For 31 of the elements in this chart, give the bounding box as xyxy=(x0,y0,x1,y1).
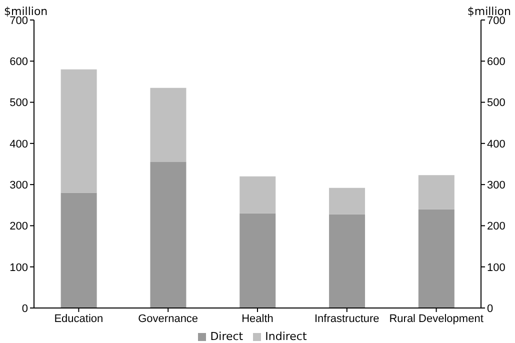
x-tick-label: Education xyxy=(54,312,104,325)
bar xyxy=(329,214,366,308)
bar xyxy=(240,213,276,308)
y-tick-label: 0 xyxy=(22,302,28,315)
legend-label: Indirect xyxy=(265,330,307,343)
bar xyxy=(418,175,454,210)
x-tick-label: Health xyxy=(242,312,274,325)
y-tick-label: 600 xyxy=(10,56,28,68)
x-tick-label: Governance xyxy=(138,312,198,325)
bar xyxy=(60,69,97,193)
y2-tick-label: 0 xyxy=(487,302,494,315)
y2-tick-label: 100 xyxy=(487,262,506,274)
y-tick-label: 400 xyxy=(10,138,28,150)
y2-tick-label: 400 xyxy=(487,138,506,150)
y2-tick-label: 500 xyxy=(487,97,506,110)
bar xyxy=(60,192,97,308)
bar xyxy=(150,88,186,162)
y-tick-label: 500 xyxy=(10,97,28,110)
y2-tick-label: 600 xyxy=(487,56,506,68)
x-tick-label: Rural Development xyxy=(389,312,484,325)
bar xyxy=(418,209,454,308)
y-tick-label: 300 xyxy=(10,179,28,192)
legend-label: Direct xyxy=(210,330,244,343)
bar xyxy=(240,176,276,214)
bar xyxy=(150,162,186,308)
x-tick-label: Infrastructure xyxy=(314,312,380,325)
y-tick-label: 100 xyxy=(10,262,28,274)
y-tick-label: 200 xyxy=(10,220,28,233)
bar xyxy=(329,188,366,214)
y2-tick-label: 300 xyxy=(487,179,506,192)
y2-tick-label: 200 xyxy=(487,220,506,233)
